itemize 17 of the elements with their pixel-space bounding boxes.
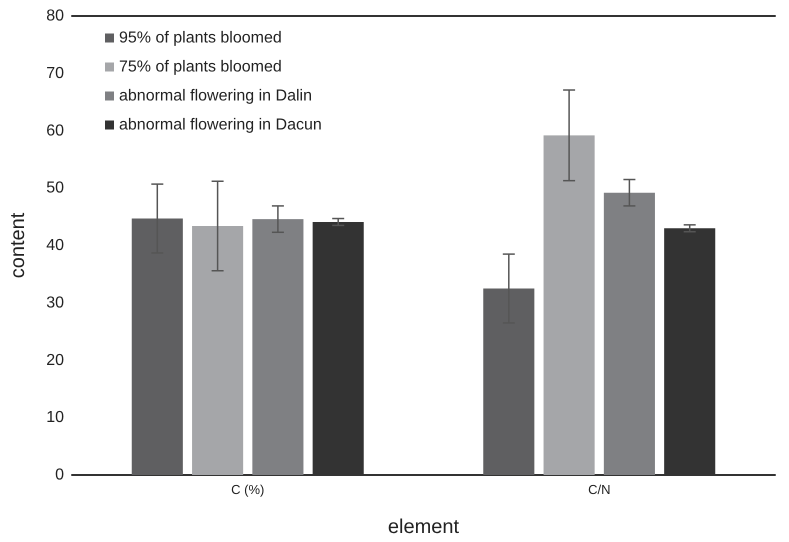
x-tick-label: C/N <box>588 482 610 497</box>
y-tick-label: 50 <box>46 180 64 197</box>
y-axis-title: content <box>7 212 29 278</box>
y-tick-label: 40 <box>46 237 64 254</box>
y-tick-label: 70 <box>46 64 64 82</box>
x-axis-title: element <box>388 516 460 538</box>
y-tick-label: 60 <box>46 122 64 140</box>
y-tick-label: 20 <box>46 352 64 369</box>
y-tick-label: 80 <box>46 8 64 24</box>
legend-label: abnormal flowering in Dacun <box>119 116 322 134</box>
legend-label: 95% of plants bloomed <box>119 30 282 46</box>
legend-label: abnormal flowering in Dalin <box>119 88 312 104</box>
legend-label: 75% of plants bloomed <box>119 58 282 76</box>
y-tick-label: 30 <box>46 294 64 312</box>
y-tick-label: 0 <box>55 466 64 484</box>
x-tick-label: C (%) <box>231 482 264 497</box>
y-tick-label: 10 <box>46 409 64 426</box>
